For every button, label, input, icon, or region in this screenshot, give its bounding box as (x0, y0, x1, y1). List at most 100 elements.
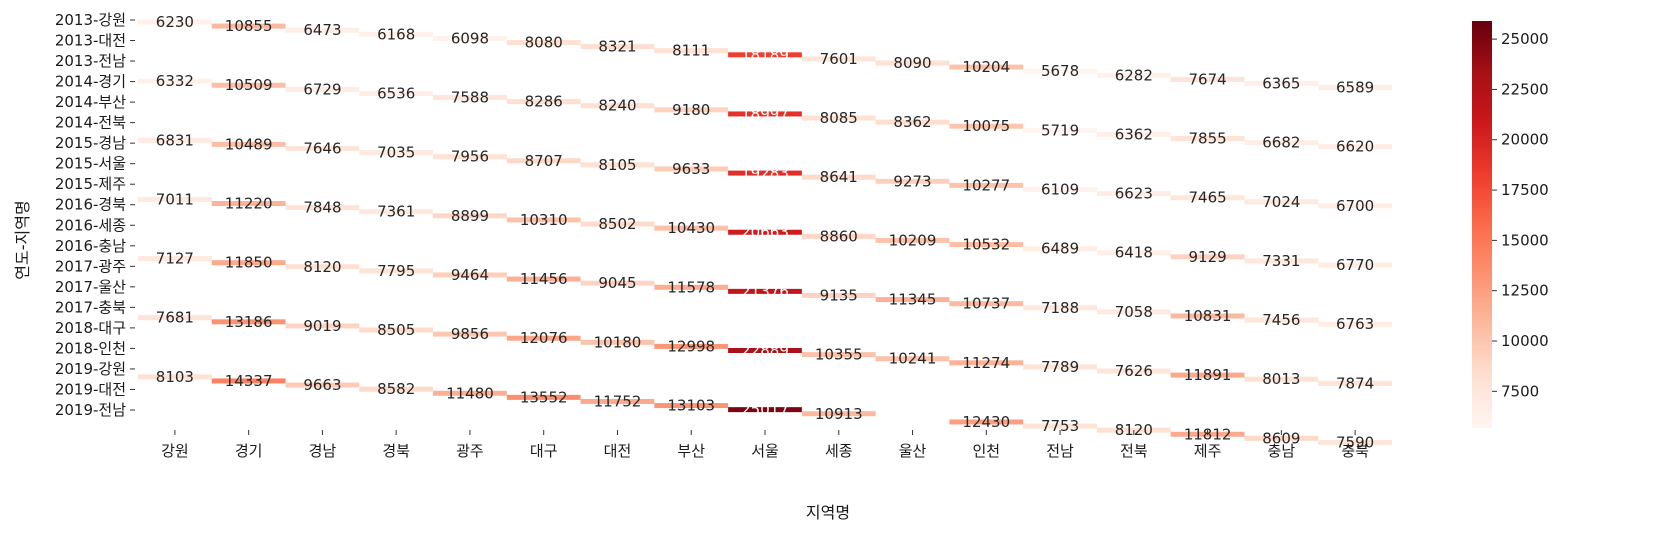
heatmap-cell (728, 288, 802, 294)
colorbar-tick-label: 10000 (1501, 332, 1549, 350)
colorbar-tick-label: 12500 (1501, 282, 1549, 300)
heatmap-cell (285, 145, 360, 151)
heatmap-cell (1170, 372, 1245, 378)
x-tick-label: 전남 (1046, 442, 1074, 460)
cell-value-label: 8502 (598, 215, 636, 233)
colorbar-scale (1472, 21, 1492, 428)
cell-value-label: 7590 (1336, 433, 1374, 451)
y-tick-label: 2013-대전 (55, 32, 126, 50)
cell-value-label: 7601 (820, 50, 858, 68)
heatmap-cell (433, 213, 507, 219)
cell-value-label: 9129 (1188, 248, 1226, 266)
x-tick-label: 광주 (456, 442, 484, 460)
heatmap-cell (211, 23, 286, 29)
cell-value-label: 8362 (893, 113, 931, 131)
heatmap-cell (138, 19, 212, 25)
cell-value-label: 19283 (741, 164, 789, 182)
heatmap-cell (285, 323, 360, 329)
cell-value-label: 8111 (672, 42, 710, 60)
heatmap-cell (654, 343, 729, 349)
heatmap-cell (506, 276, 581, 282)
heatmap-cell (654, 48, 729, 54)
heatmap-cell (728, 229, 802, 235)
cell-value-label: 6831 (156, 131, 194, 149)
heatmap-cell (506, 99, 581, 105)
cell-value-label: 11578 (667, 278, 715, 296)
cell-value-label: 13103 (667, 397, 715, 415)
colorbar-tick-label: 20000 (1501, 131, 1549, 149)
heatmap-cell (1170, 136, 1245, 142)
cell-value-label: 9856 (451, 325, 489, 343)
y-tick-label: 2017-충북 (55, 298, 126, 316)
heatmap-cell (728, 407, 802, 413)
heatmap-cell (801, 411, 876, 417)
cell-value-label: 10241 (889, 350, 937, 368)
cell-value-label: 8085 (820, 109, 858, 127)
heatmap-cell (1023, 364, 1097, 370)
x-tick-label: 경기 (235, 442, 263, 460)
cell-value-label: 8899 (451, 207, 489, 225)
heatmap-cell (949, 123, 1024, 129)
heatmap-cell (654, 403, 729, 409)
cell-value-label: 7588 (451, 89, 489, 107)
heatmap-cell (875, 178, 950, 184)
y-tick-label: 2019-강원 (55, 360, 126, 378)
cell-value-label: 11891 (1184, 366, 1232, 384)
heatmap-cell (359, 90, 434, 96)
cell-value-label: 13552 (520, 388, 568, 406)
cell-value-label: 7626 (1115, 362, 1153, 380)
heatmap-cell (138, 137, 212, 143)
heatmap-cell (580, 339, 655, 345)
heatmap-cell (875, 60, 950, 66)
heatmap-cell (285, 86, 360, 92)
cell-value-label: 9135 (820, 286, 858, 304)
cell-value-label: 7456 (1262, 311, 1300, 329)
heatmap-cell (728, 111, 802, 117)
y-axis: 2013-강원 2013-대전 2013-전남 2014-경기 2014-부산 2014-… (55, 11, 135, 419)
heatmap-cell (654, 166, 729, 172)
heatmap-cell (1023, 246, 1097, 252)
heatmap-cell (1244, 317, 1319, 323)
y-tick-label: 2015-서울 (55, 155, 126, 173)
heatmap-cell (433, 390, 507, 396)
colorbar-tick-label: 15000 (1501, 231, 1549, 249)
heatmap-cell (801, 352, 876, 358)
cell-value-label: 6230 (156, 13, 194, 31)
cell-value-label: 6473 (303, 21, 341, 39)
cell-value-label: 6536 (377, 84, 415, 102)
colorbar-tick-label: 22500 (1501, 80, 1549, 98)
x-tick-label: 인천 (972, 442, 1000, 460)
cell-value-label: 6489 (1041, 240, 1079, 258)
cell-value-label: 7188 (1041, 299, 1079, 317)
x-tick-label: 경북 (382, 442, 410, 460)
heatmap-cell (506, 40, 581, 45)
cell-value-label: 7035 (377, 144, 415, 162)
heatmap-cell (1096, 309, 1171, 315)
heatmap-cell (506, 335, 581, 341)
cell-value-label: 8286 (525, 93, 563, 111)
heatmap-cell (580, 103, 655, 109)
y-tick-label: 2014-부산 (55, 93, 126, 111)
cell-value-label: 8321 (598, 38, 636, 56)
heatmap-cell (211, 378, 286, 384)
cell-value-label: 8860 (820, 227, 858, 245)
heatmap-cell (1244, 199, 1319, 205)
heatmap-cell (801, 115, 876, 121)
heatmap-cell (949, 360, 1024, 366)
cell-value-label: 13186 (225, 313, 273, 331)
cell-value-label: 6620 (1336, 138, 1374, 156)
cell-value-label: 12430 (962, 413, 1010, 431)
heatmap-cell (1318, 262, 1392, 268)
cell-value-label: 11274 (962, 354, 1010, 372)
cell-value-label: 6770 (1336, 256, 1374, 274)
cell-value-label: 8609 (1262, 429, 1300, 447)
heatmap-cell (433, 154, 507, 160)
x-tick-label: 서울 (751, 442, 779, 460)
heatmap-cell (138, 196, 212, 202)
y-tick-label: 2014-전북 (55, 114, 126, 132)
heatmap-cell (433, 95, 507, 101)
x-tick-label: 강원 (161, 442, 189, 460)
heatmap-cell (1096, 368, 1171, 374)
cell-value-label: 7956 (451, 148, 489, 166)
